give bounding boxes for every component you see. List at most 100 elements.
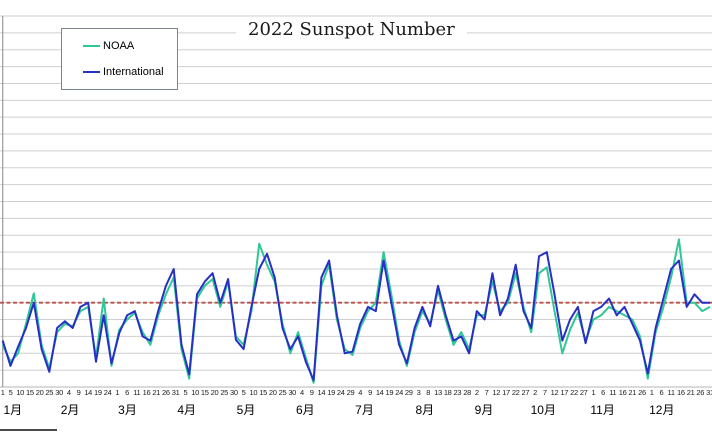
day-tick-label: 9 <box>309 388 314 397</box>
day-tick-label: 15 <box>26 388 34 397</box>
day-tick-label: 17 <box>502 388 510 397</box>
month-label: 10月 <box>530 403 556 417</box>
day-tick-label: 6 <box>125 388 130 397</box>
cropped-edge-artifact <box>0 429 57 431</box>
month-label: 8月 <box>415 403 435 417</box>
day-tick-label: 31 <box>706 388 712 397</box>
day-tick-label: 26 <box>696 388 705 397</box>
day-tick-label: 14 <box>84 388 93 397</box>
month-label: 9月 <box>474 403 494 417</box>
day-tick-label: 16 <box>142 388 151 397</box>
day-tick-label: 23 <box>453 388 462 397</box>
day-tick-label: 4 <box>66 388 71 397</box>
day-tick-label: 7 <box>542 388 547 397</box>
month-label: 5月 <box>236 403 256 417</box>
day-tick-label: 2 <box>474 388 479 397</box>
day-tick-label: 11 <box>133 388 141 397</box>
day-tick-label: 20 <box>210 388 219 397</box>
day-tick-label: 30 <box>288 388 297 397</box>
day-tick-label: 26 <box>638 388 646 397</box>
day-tick-label: 11 <box>667 388 675 397</box>
day-tick-label: 14 <box>375 388 384 397</box>
day-tick-label: 1 <box>649 388 654 397</box>
day-tick-label: 9 <box>76 388 81 397</box>
day-tick-label: 27 <box>521 388 530 397</box>
international-swatch-line <box>83 71 100 73</box>
day-tick-label: 10 <box>191 388 199 397</box>
day-tick-label: 1 <box>0 388 5 397</box>
day-tick-label: 26 <box>162 388 170 397</box>
day-tick-label: 20 <box>35 388 44 397</box>
day-tick-label: 5 <box>241 388 246 397</box>
day-tick-label: 11 <box>609 388 617 397</box>
day-tick-label: 25 <box>45 388 54 397</box>
day-tick-label: 9 <box>368 388 372 397</box>
month-label: 7月 <box>355 403 374 417</box>
month-label: 12月 <box>649 403 675 417</box>
day-tick-label: 6 <box>601 388 606 397</box>
day-tick-label: 4 <box>299 388 304 397</box>
day-tick-label: 15 <box>200 388 209 397</box>
month-label: 3月 <box>118 403 137 417</box>
day-tick-label: 8 <box>426 388 431 397</box>
day-tick-label: 24 <box>395 388 403 397</box>
chart-title: 2022 Sunspot Number <box>235 19 467 40</box>
legend-item-international[interactable]: International <box>83 65 173 78</box>
day-tick-label: 2 <box>533 388 538 397</box>
day-tick-label: 29 <box>346 388 355 397</box>
day-tick-label: 14 <box>317 388 326 397</box>
day-tick-label: 21 <box>686 388 695 397</box>
legend-label-international: International <box>103 65 164 78</box>
day-tick-label: 30 <box>230 388 238 397</box>
day-tick-label: 7 <box>484 388 489 397</box>
day-tick-label: 5 <box>183 388 188 397</box>
day-tick-label: 5 <box>8 388 13 397</box>
day-tick-label: 27 <box>579 388 588 397</box>
day-tick-label: 25 <box>278 388 287 397</box>
day-tick-label: 1 <box>591 388 596 397</box>
month-label: 2月 <box>60 403 80 417</box>
day-tick-label: 12 <box>550 388 559 397</box>
month-label: 6月 <box>295 403 315 417</box>
month-label: 4月 <box>177 403 197 417</box>
day-tick-label: 16 <box>677 388 685 397</box>
day-tick-label: 3 <box>416 388 421 397</box>
day-tick-label: 1 <box>115 388 120 397</box>
day-tick-label: 13 <box>434 388 442 397</box>
day-tick-label: 21 <box>628 388 637 397</box>
day-tick-label: 19 <box>327 388 335 397</box>
day-tick-label: 21 <box>152 388 161 397</box>
day-tick-label: 24 <box>103 388 112 397</box>
day-tick-label: 10 <box>249 388 258 397</box>
day-tick-label: 17 <box>560 388 569 397</box>
day-tick-label: 30 <box>55 388 63 397</box>
legend-item-noaa[interactable]: NOAA <box>83 39 173 52</box>
legend-label-noaa: NOAA <box>103 39 135 52</box>
month-label: 1月 <box>3 403 23 417</box>
day-tick-label: 20 <box>268 388 277 397</box>
day-tick-label: 4 <box>358 388 363 397</box>
day-tick-label: 28 <box>463 388 471 397</box>
international-series-line[interactable] <box>1 251 710 382</box>
noaa-swatch-line <box>83 45 100 47</box>
day-tick-label: 10 <box>16 388 25 397</box>
day-tick-label: 18 <box>443 388 452 397</box>
day-tick-label: 25 <box>220 388 229 397</box>
day-tick-label: 19 <box>94 388 102 397</box>
day-tick-label: 16 <box>618 388 627 397</box>
day-tick-label: 24 <box>336 388 345 397</box>
day-tick-label: 31 <box>171 388 180 397</box>
day-tick-label: 22 <box>570 388 578 397</box>
day-tick-label: 29 <box>404 388 413 397</box>
day-tick-label: 19 <box>385 388 394 397</box>
legend[interactable]: NOAA International <box>61 28 178 90</box>
day-tick-label: 22 <box>511 388 520 397</box>
noaa-series-line[interactable] <box>1 238 711 384</box>
day-tick-label: 15 <box>259 388 267 397</box>
series-lines[interactable] <box>1 238 711 384</box>
day-tick-label: 12 <box>492 388 501 397</box>
day-tick-label: 6 <box>659 388 664 397</box>
month-label: 11月 <box>590 403 615 417</box>
